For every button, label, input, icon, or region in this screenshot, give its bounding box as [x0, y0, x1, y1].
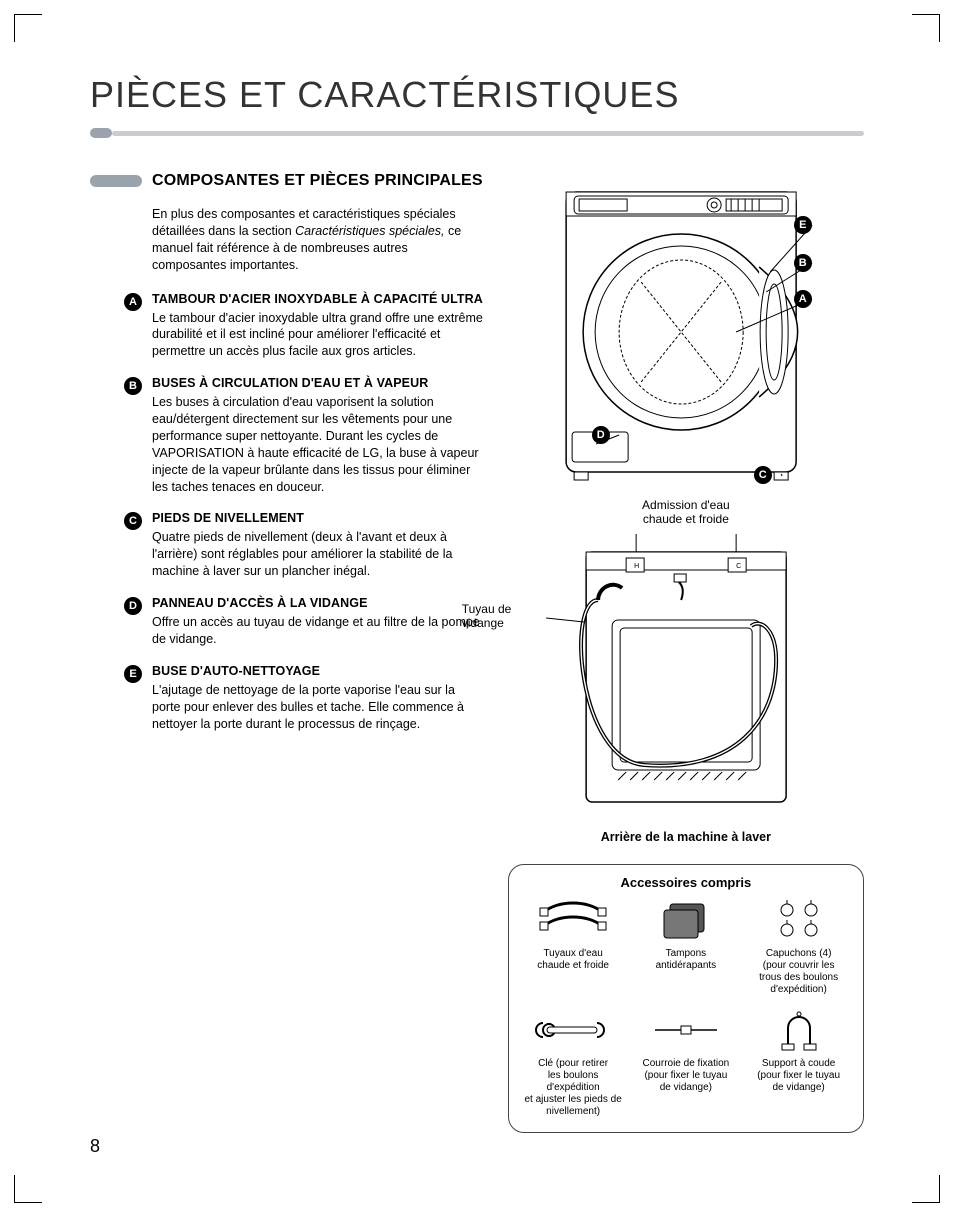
washer-front-diagram: E BA D C — [508, 172, 864, 492]
feature-title: PIEDS DE NIVELLEMENT — [152, 511, 484, 525]
crop-mark — [14, 1175, 42, 1203]
accessory-label: Capuchons (4) (pour couvrir les trous de… — [746, 948, 851, 996]
divider-pill — [90, 128, 112, 138]
accessory-item: Courroie de fixation (pour fixer le tuya… — [634, 1006, 739, 1118]
feature-item: D PANNEAU D'ACCÈS À LA VIDANGE Offre un ac… — [124, 596, 484, 648]
text-column: COMPOSANTES ET PIÈCES PRINCIPALES En plu… — [90, 172, 484, 1133]
accessory-label: Tuyaux d'eau chaude et froide — [521, 948, 626, 972]
feature-title: TAMBOUR D'ACIER INOXYDABLE À CAPACITÉ UL… — [152, 292, 484, 306]
feature-item: A TAMBOUR D'ACIER INOXYDABLE À CAPACITÉ U… — [124, 292, 484, 361]
accessory-label: Support à coude (pour fixer le tuyau de … — [746, 1058, 851, 1094]
accessory-icon — [746, 896, 851, 944]
accessory-icon — [634, 896, 739, 944]
crop-mark — [912, 14, 940, 42]
accessory-icon — [521, 1006, 626, 1054]
callout-badge: C — [754, 466, 772, 484]
feature-title: BUSES À CIRCULATION D'EAU ET À VAPEUR — [152, 376, 484, 390]
figure-column: E BA D C Admission d'eau chaude et froide H — [508, 172, 864, 1133]
accessory-item: Clé (pour retirer les boulons d'expéditi… — [521, 1006, 626, 1118]
page-number: 8 — [90, 1136, 100, 1157]
divider — [90, 128, 864, 138]
feature-badge: D — [124, 597, 142, 615]
rear-section: Admission d'eau chaude et froide H C — [508, 498, 864, 844]
feature-badge: A — [124, 293, 142, 311]
accessory-item: Tampons antidérapants — [634, 896, 739, 996]
crop-mark — [14, 14, 42, 42]
callout-badge: B — [794, 254, 812, 272]
accessory-icon — [634, 1006, 739, 1054]
feature-badge: E — [124, 665, 142, 683]
accessory-icon — [521, 896, 626, 944]
accessory-icon — [746, 1006, 851, 1054]
svg-text:H: H — [634, 563, 639, 570]
crop-mark — [912, 1175, 940, 1203]
feature-text: Le tambour d'acier inoxydable ultra gran… — [152, 310, 484, 361]
callout-badge: A — [794, 290, 812, 308]
section-title: COMPOSANTES ET PIÈCES PRINCIPALES — [152, 172, 483, 190]
divider-line — [112, 131, 864, 136]
section-header: COMPOSANTES ET PIÈCES PRINCIPALES — [90, 172, 484, 190]
feature-item: B BUSES À CIRCULATION D'EAU ET À VAPEUR Le… — [124, 376, 484, 495]
feature-text: L'ajutage de nettoyage de la porte vapor… — [152, 682, 484, 733]
accessory-item: Tuyaux d'eau chaude et froide — [521, 896, 626, 996]
accessory-label: Tampons antidérapants — [634, 948, 739, 972]
feature-text: Les buses à circulation d'eau vaporisent… — [152, 394, 484, 495]
feature-title: PANNEAU D'ACCÈS À LA VIDANGE — [152, 596, 484, 610]
intro-italic: Caractéristiques spéciales, — [295, 224, 444, 238]
feature-badge: B — [124, 377, 142, 395]
accessory-label: Courroie de fixation (pour fixer le tuya… — [634, 1058, 739, 1094]
drain-hose-label: Tuyau de vidange — [462, 602, 512, 631]
feature-item: E BUSE D'AUTO-NETTOYAGE L'ajutage de netto… — [124, 664, 484, 733]
feature-title: BUSE D'AUTO-NETTOYAGE — [152, 664, 484, 678]
callout-badge: D — [592, 426, 610, 444]
feature-item: C PIEDS DE NIVELLEMENT Quatre pieds de niv… — [124, 511, 484, 580]
feature-badge: C — [124, 512, 142, 530]
feature-text: Quatre pieds de nivellement (deux à l'av… — [152, 529, 484, 580]
inlet-label: Admission d'eau chaude et froide — [508, 498, 864, 526]
rear-caption: Arrière de la machine à laver — [508, 830, 864, 844]
page-content: PIÈCES ET CARACTÉRISTIQUES COMPOSANTES E… — [90, 60, 864, 1157]
feature-text: Offre un accès au tuyau de vidange et au… — [152, 614, 484, 648]
svg-text:C: C — [736, 563, 741, 570]
accessories-title: Accessoires compris — [521, 875, 851, 890]
accessories-box: Accessoires compris Tuyaux d'eau chaude … — [508, 864, 864, 1133]
washer-rear-diagram: H C — [508, 530, 864, 820]
accessory-label: Clé (pour retirer les boulons d'expéditi… — [521, 1058, 626, 1118]
section-pill — [90, 175, 142, 187]
accessory-item: Capuchons (4) (pour couvrir les trous de… — [746, 896, 851, 996]
accessory-item: Support à coude (pour fixer le tuyau de … — [746, 1006, 851, 1118]
page-title: PIÈCES ET CARACTÉRISTIQUES — [90, 74, 864, 116]
intro-paragraph: En plus des composantes et caractéristiq… — [152, 206, 484, 274]
callout-badge: E — [794, 216, 812, 234]
